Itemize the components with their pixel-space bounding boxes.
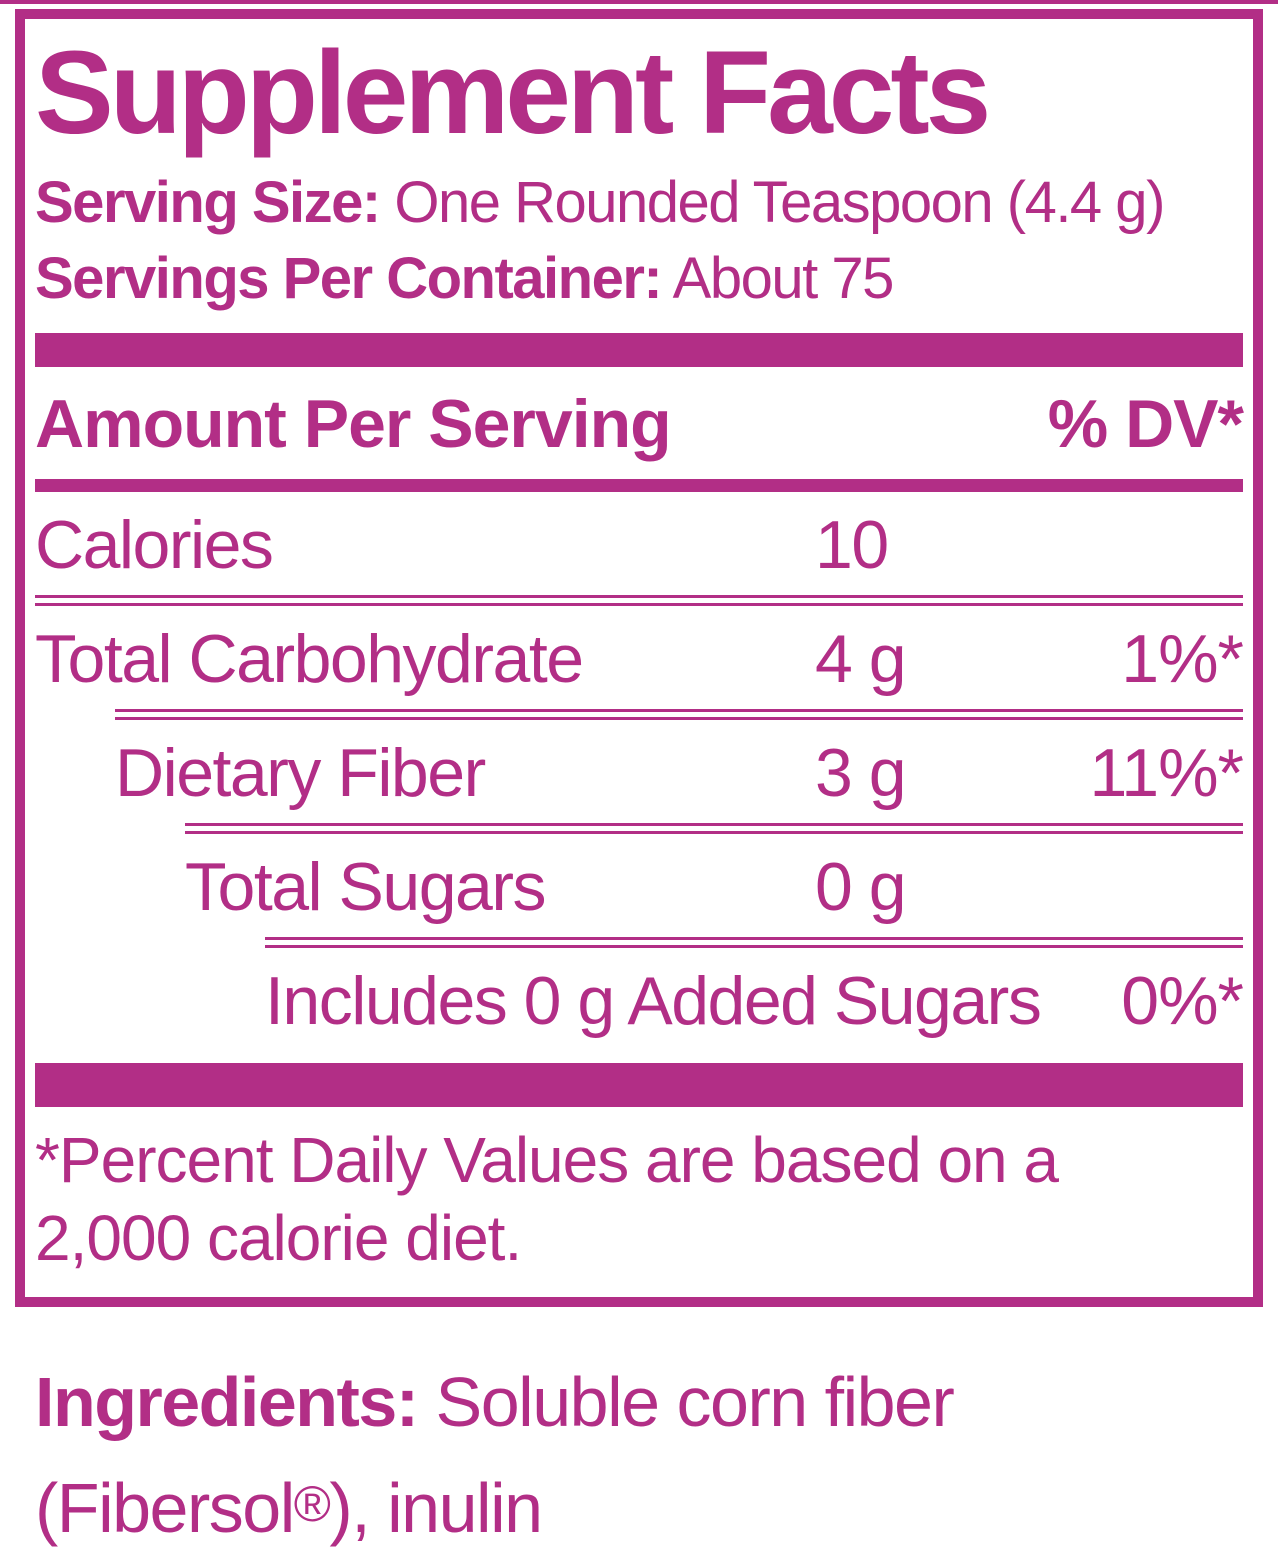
serving-size-line: Serving Size: One Rounded Teaspoon (4.4 …	[35, 165, 1243, 241]
double-rule-after-sugars	[265, 937, 1243, 949]
supplement-facts-panel: Supplement Facts Serving Size: One Round…	[15, 9, 1263, 1308]
nutrient-dv: 0%*	[1121, 963, 1244, 1040]
nutrient-amount: 0 g	[815, 849, 907, 926]
ingredients-section: Ingredients: Soluble corn fiber (Fiberso…	[35, 1351, 1258, 1559]
nutrient-amount: 4 g	[815, 621, 907, 698]
thick-divider-top	[35, 333, 1243, 368]
nutrient-row-dietary-fiber: Dietary Fiber 3 g 11%*	[35, 720, 1244, 823]
nutrient-row-total-carbohydrate: Total Carbohydrate 4 g 1%*	[35, 606, 1244, 709]
registered-trademark-symbol: ®	[293, 1475, 331, 1533]
nutrient-amount: 3 g	[815, 735, 907, 812]
percent-dv-header: % DV*	[1047, 386, 1244, 463]
nutrient-row-total-sugars: Total Sugars 0 g	[35, 834, 1243, 937]
footnote-line-2: 2,000 calorie diet.	[35, 1202, 522, 1275]
inulin-text: ), inulin	[329, 1469, 543, 1548]
ingredients-value: Soluble corn fiber	[435, 1363, 955, 1442]
double-rule-after-carbohydrate	[115, 709, 1243, 721]
table-header-row: Amount Per Serving % DV*	[35, 367, 1244, 479]
serving-size-label: Serving Size:	[35, 170, 381, 236]
nutrient-name: Total Sugars	[185, 849, 546, 926]
serving-info: Serving Size: One Rounded Teaspoon (4.4 …	[35, 165, 1243, 317]
nutrient-amount: 10	[815, 507, 889, 584]
nutrient-name: Total Carbohydrate	[35, 621, 584, 698]
double-rule-after-fiber	[185, 823, 1243, 835]
thick-divider-bottom	[35, 1063, 1243, 1108]
ingredients-label: Ingredients:	[35, 1363, 419, 1442]
nutrient-name: Calories	[35, 507, 274, 584]
ingredients-line-1: Ingredients: Soluble corn fiber	[35, 1351, 1258, 1453]
ingredients-line-2: (Fibersol®), inulin	[35, 1453, 1258, 1559]
footnote-line-1: *Percent Daily Values are based on a	[35, 1124, 1059, 1197]
servings-per-container-value: About 75	[672, 246, 895, 312]
nutrient-dv: 11%*	[1089, 735, 1244, 812]
nutrient-row-added-sugars: Includes 0 g Added Sugars 0%*	[35, 948, 1244, 1051]
amount-per-serving-header: Amount Per Serving	[35, 386, 672, 463]
nutrient-dv: 1%*	[1121, 621, 1244, 698]
nutrient-name: Includes 0 g Added Sugars	[265, 963, 1042, 1040]
panel-title: Supplement Facts	[35, 27, 991, 159]
servings-per-container-label: Servings Per Container:	[35, 246, 663, 312]
nutrient-name: Dietary Fiber	[115, 735, 486, 812]
fibersol-text: (Fibersol	[35, 1469, 295, 1548]
serving-size-value: One Rounded Teaspoon (4.4 g)	[394, 170, 1165, 236]
nutrient-row-calories: Calories 10	[35, 492, 1243, 595]
double-rule-after-calories	[35, 595, 1243, 607]
top-edge-strip	[0, 0, 1278, 4]
daily-value-footnote: *Percent Daily Values are based on a 2,0…	[35, 1121, 1243, 1277]
servings-per-container-line: Servings Per Container: About 75	[35, 241, 1243, 317]
header-divider	[35, 479, 1243, 493]
